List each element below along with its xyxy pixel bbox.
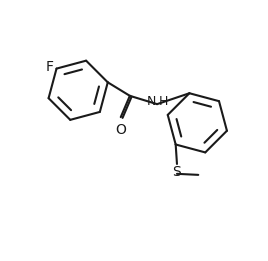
Text: N: N [147, 94, 156, 108]
Text: O: O [115, 123, 126, 137]
Text: S: S [173, 165, 181, 179]
Text: H: H [158, 94, 168, 108]
Text: F: F [45, 60, 53, 74]
